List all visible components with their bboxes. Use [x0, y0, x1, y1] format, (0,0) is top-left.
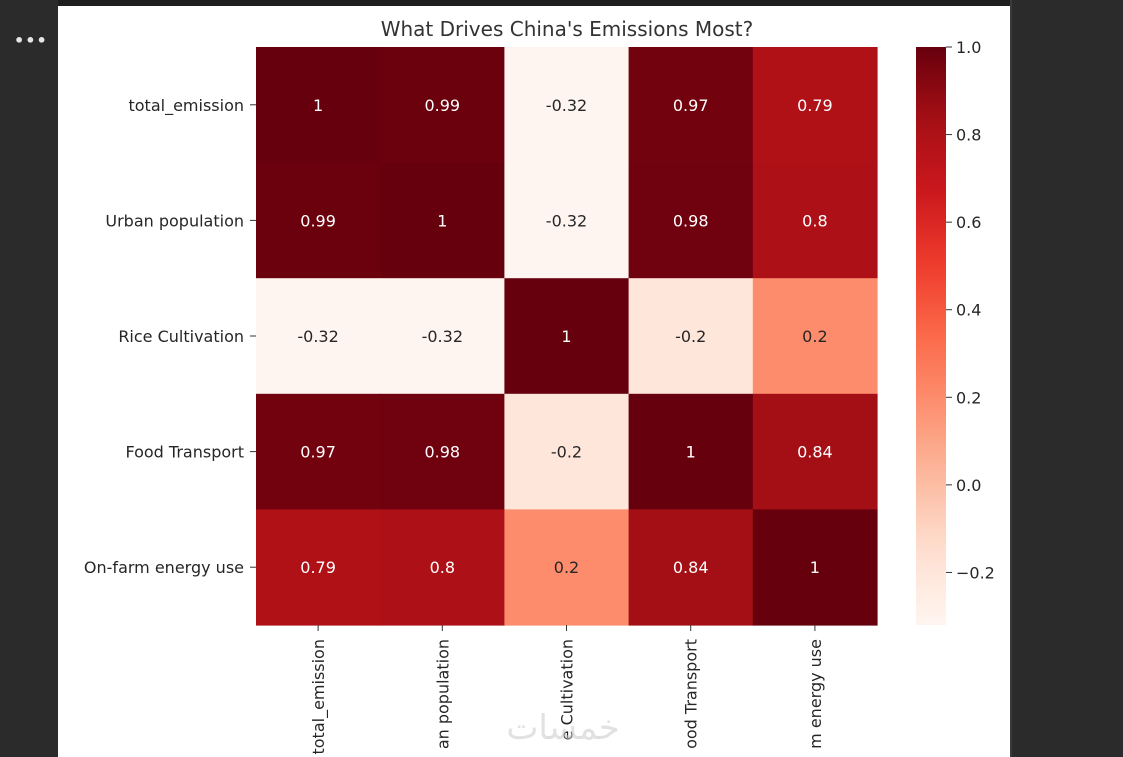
- heatmap-cell: [504, 509, 630, 626]
- heatmap-cell: [504, 278, 630, 395]
- cell-annotation: 0.79: [797, 96, 833, 115]
- column-label: ood Transport: [682, 639, 701, 749]
- colorbar-tick-label: 0.0: [956, 476, 981, 495]
- cell-annotation: 0.97: [673, 96, 709, 115]
- heatmap-cell: [256, 393, 381, 510]
- heatmap-cells: [256, 47, 878, 626]
- heatmap-cell: [752, 47, 878, 164]
- more-options-button[interactable]: •••: [14, 31, 48, 50]
- cell-annotation: -0.32: [297, 327, 338, 346]
- cell-annotation: 1: [437, 211, 447, 230]
- heatmap-chart: What Drives China's Emissions Most? 1 0.9…: [84, 17, 995, 755]
- row-label: total_emission: [128, 96, 244, 116]
- cell-annotation: 0.84: [673, 558, 709, 577]
- cell-annotation: 1: [313, 96, 323, 115]
- cell-annotation: 0.79: [300, 558, 336, 577]
- heatmap-cell: [380, 278, 505, 395]
- heatmap-cell: [628, 278, 754, 395]
- colorbar-tick-label: 0.8: [956, 126, 981, 145]
- cell-annotation: 1: [561, 327, 571, 346]
- heatmap-cell: [380, 393, 505, 510]
- colorbar-tick-label: 0.6: [956, 213, 981, 232]
- colorbar-tick-label: −0.2: [956, 563, 995, 582]
- cell-annotation: 0.98: [673, 211, 709, 230]
- cell-annotation: -0.32: [546, 211, 587, 230]
- row-label: On-farm energy use: [84, 558, 244, 577]
- heatmap-cell: [380, 47, 505, 164]
- heatmap-cell: [628, 162, 754, 279]
- cell-annotation: 1: [810, 558, 820, 577]
- colorbar-tick-label: 1.0: [956, 38, 981, 57]
- colorbar-tick-label: 0.4: [956, 301, 981, 320]
- heatmap-cell: [752, 278, 878, 395]
- heatmap-cell: [380, 509, 505, 626]
- heatmap-cell: [256, 47, 381, 164]
- heatmap-cell: [256, 509, 381, 626]
- panel-divider: [1010, 0, 1012, 757]
- heatmap-cell: [504, 393, 630, 510]
- cell-annotation: 0.2: [554, 558, 579, 577]
- heatmap-cell: [380, 162, 505, 279]
- heatmap-cell: [504, 47, 630, 164]
- heatmap-cell: [504, 162, 630, 279]
- cell-annotation: 0.97: [300, 443, 336, 462]
- heatmap-cell: [628, 47, 754, 164]
- cell-annotation: -0.2: [551, 443, 582, 462]
- cell-annotation: 0.84: [797, 443, 833, 462]
- column-label: an population: [433, 639, 452, 749]
- heatmap-cell: [256, 162, 381, 279]
- watermark-logo: خمسات: [506, 708, 620, 748]
- row-label: Urban population: [105, 211, 244, 230]
- chart-title: What Drives China's Emissions Most?: [381, 17, 754, 41]
- column-label: e Cultivation: [558, 639, 577, 740]
- column-labels: total_emission an population e Cultivation…: [309, 625, 825, 755]
- heatmap-annotations: 1 0.99 -0.32 0.97 0.79 0.99 1 -0.32 0.98 0.8 -0.32…: [297, 96, 832, 577]
- cell-annotation: -0.2: [675, 327, 706, 346]
- cell-annotation: -0.32: [546, 96, 587, 115]
- heatmap-cell: [752, 393, 878, 510]
- heatmap-cell: [752, 509, 878, 626]
- cell-annotation: -0.32: [422, 327, 463, 346]
- cell-annotation: 0.8: [430, 558, 455, 577]
- heatmap-cell: [256, 278, 381, 395]
- cell-annotation: 0.2: [802, 327, 827, 346]
- cell-annotation: 0.98: [424, 443, 460, 462]
- column-label: total_emission: [309, 639, 329, 755]
- heatmap-cell: [628, 393, 754, 510]
- column-label: m energy use: [806, 639, 825, 749]
- cell-annotation: 0.8: [802, 211, 827, 230]
- cell-annotation: 0.99: [300, 211, 336, 230]
- colorbar: 1.0 0.8 0.6 0.4 0.2 0.0 −0.2: [916, 38, 995, 625]
- right-panel: [1010, 0, 1123, 757]
- heatmap-cell: [752, 162, 878, 279]
- colorbar-tick-label: 0.2: [956, 388, 981, 407]
- colorbar-gradient: [916, 47, 946, 625]
- cell-annotation: 1: [686, 443, 696, 462]
- cell-gutter: •••: [0, 0, 58, 757]
- row-label: Food Transport: [125, 443, 244, 462]
- row-labels: total_emission Urban population Rice Culti…: [84, 96, 256, 577]
- row-label: Rice Cultivation: [118, 327, 244, 346]
- cell-annotation: 0.99: [424, 96, 460, 115]
- cell-output: What Drives China's Emissions Most? 1 0.9…: [58, 6, 1010, 757]
- heatmap-cell: [628, 509, 754, 626]
